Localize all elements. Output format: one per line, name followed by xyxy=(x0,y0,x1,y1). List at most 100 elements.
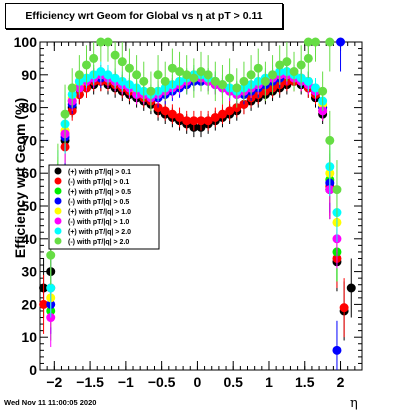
data-point xyxy=(332,345,342,355)
data-point xyxy=(160,76,170,86)
data-point xyxy=(325,37,335,47)
y-tick-label: 30 xyxy=(21,264,37,280)
data-point xyxy=(46,283,56,293)
y-tick-label: 100 xyxy=(14,34,38,50)
data-point xyxy=(175,112,185,122)
data-point xyxy=(103,70,113,80)
legend-label: (+) with pT/|q| > 2.0 xyxy=(68,229,131,236)
data-point xyxy=(260,76,270,86)
y-tick-label: 10 xyxy=(21,329,37,345)
data-point xyxy=(217,109,227,119)
data-point xyxy=(132,70,142,80)
legend-label: (-) with pT/|q| > 2.0 xyxy=(68,239,129,246)
x-tick-label: −0.5 xyxy=(148,374,176,390)
x-tick-label: −1 xyxy=(118,374,134,390)
y-tick-label: 60 xyxy=(21,165,37,181)
y-tick-label: 20 xyxy=(21,296,37,312)
data-point xyxy=(96,67,106,77)
legend-marker xyxy=(54,187,62,195)
legend-box xyxy=(48,164,160,250)
data-point xyxy=(110,50,120,60)
x-tick-label: 2 xyxy=(337,374,345,390)
legend-marker xyxy=(54,237,62,245)
x-tick-label: −2 xyxy=(46,374,62,390)
data-point xyxy=(210,112,220,122)
legend-marker xyxy=(54,177,62,185)
data-point xyxy=(232,83,242,93)
legend-marker xyxy=(54,207,62,215)
data-point xyxy=(332,185,342,195)
data-point xyxy=(303,76,313,86)
axes: 0 10 20 30 40 50 60 70 80 90 100 −2 −1.5 −1 −0.5 0 0.5 1 1… xyxy=(14,34,363,390)
data-point xyxy=(210,76,220,86)
data-point xyxy=(325,135,335,145)
y-tick-label: 40 xyxy=(21,231,37,247)
legend-label: (-) with pT/|q| > 0.5 xyxy=(68,199,129,206)
footer-timestamp: Wed Nov 11 11:00:05 2020 xyxy=(4,398,97,407)
x-tick-label: 1 xyxy=(265,374,273,390)
data-point xyxy=(153,70,163,80)
x-axis-label: η xyxy=(350,396,358,411)
data-point xyxy=(124,63,134,73)
data-point xyxy=(282,57,292,67)
x-tick-label: 0.5 xyxy=(223,374,243,390)
data-point xyxy=(310,83,320,93)
data-point xyxy=(74,70,84,80)
data-point xyxy=(46,250,56,260)
legend-label: (+) with pT/|q| > 1.0 xyxy=(68,209,131,216)
data-point xyxy=(318,86,328,96)
data-point xyxy=(217,80,227,90)
legend-marker xyxy=(54,197,62,205)
y-tick-label: 50 xyxy=(21,198,37,214)
data-point xyxy=(246,70,256,80)
y-tick-label: 70 xyxy=(21,132,37,148)
data-point xyxy=(146,86,156,96)
data-point xyxy=(196,67,206,77)
data-point xyxy=(239,76,249,86)
legend-label: (+) with pT/|q| > 0.1 xyxy=(68,169,131,176)
x-tick-label: 1.5 xyxy=(295,374,315,390)
data-point xyxy=(253,63,263,73)
data-point xyxy=(203,116,213,126)
legend: (+) with pT/|q| > 0.1 (-) with pT/|q| > 0… xyxy=(48,164,160,250)
data-points xyxy=(39,37,356,370)
data-point xyxy=(139,76,149,86)
data-point xyxy=(167,109,177,119)
x-tick-label: 0 xyxy=(194,374,202,390)
y-tick-label: 80 xyxy=(21,100,37,116)
legend-label: (+) with pT/|q| > 0.5 xyxy=(68,189,131,196)
data-point xyxy=(336,37,346,47)
data-point xyxy=(225,106,235,116)
chart-title: Efficiency wrt Geom for Global vs η at p… xyxy=(25,10,263,22)
data-point xyxy=(275,60,285,70)
data-point xyxy=(67,83,77,93)
legend-marker xyxy=(54,167,62,175)
y-tick-label: 0 xyxy=(29,362,37,378)
data-point xyxy=(117,57,127,67)
data-point xyxy=(89,53,99,63)
data-point xyxy=(60,109,70,119)
legend-label: (-) with pT/|q| > 0.1 xyxy=(68,179,129,186)
data-point xyxy=(303,37,313,47)
legend-marker xyxy=(54,217,62,225)
x-tick-label: −1.5 xyxy=(76,374,104,390)
data-point xyxy=(225,73,235,83)
data-point xyxy=(189,73,199,83)
data-point xyxy=(160,106,170,116)
data-point xyxy=(346,283,356,293)
data-point xyxy=(296,60,306,70)
data-point xyxy=(103,37,113,47)
data-point xyxy=(339,303,349,313)
chart-title-box: Efficiency wrt Geom for Global vs η at p… xyxy=(5,3,283,29)
data-point xyxy=(175,67,185,77)
legend-label: (-) with pT/|q| > 1.0 xyxy=(68,219,129,226)
data-point xyxy=(82,60,92,70)
data-point xyxy=(289,67,299,77)
data-point xyxy=(182,70,192,80)
data-point xyxy=(203,70,213,80)
legend-marker xyxy=(54,227,62,235)
y-tick-label: 90 xyxy=(21,67,37,83)
data-point xyxy=(167,63,177,73)
data-point xyxy=(268,70,278,80)
